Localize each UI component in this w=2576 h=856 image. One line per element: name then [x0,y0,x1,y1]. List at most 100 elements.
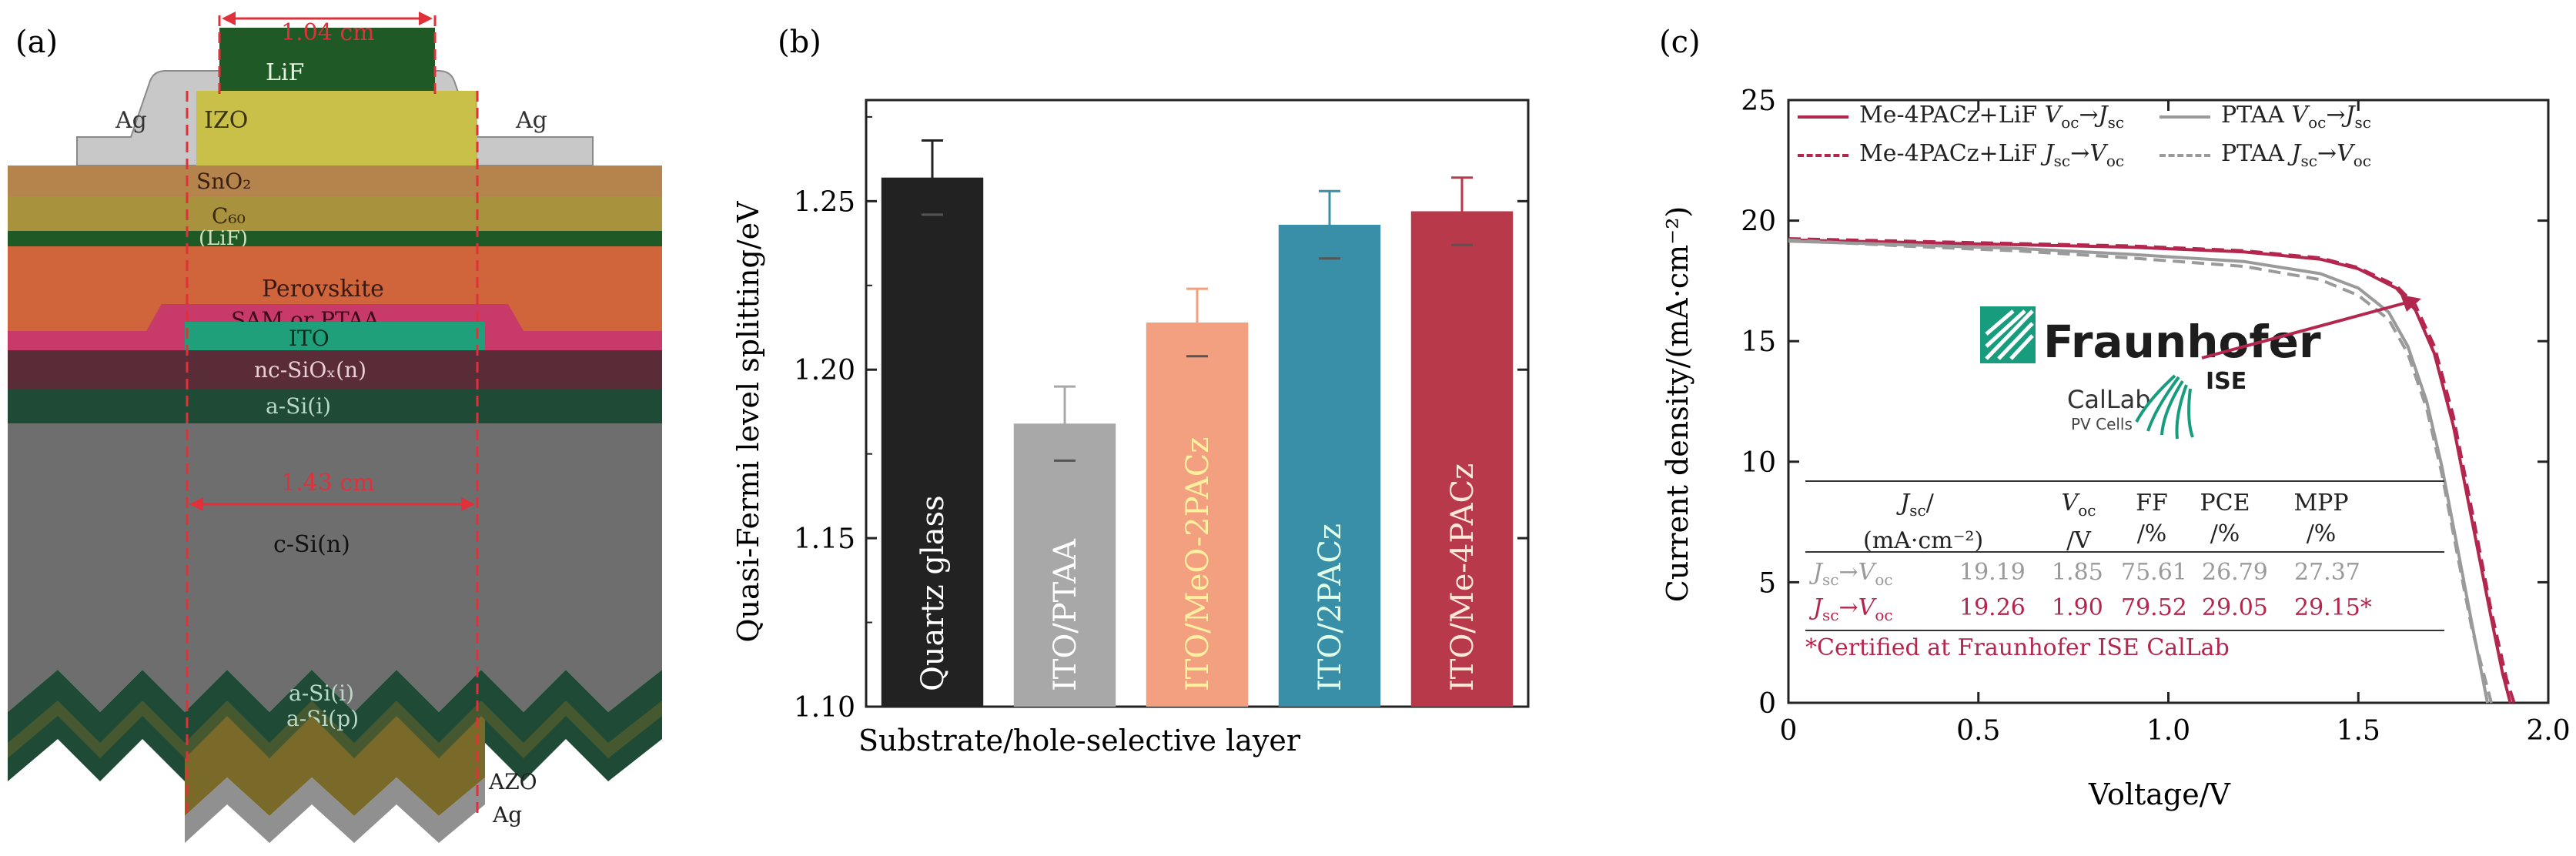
panel-b-ytick-label: 1.15 [794,523,855,555]
bar-category-label: ITO/PTAA [1048,538,1083,691]
table-top-rule [1805,480,2444,482]
asi-p-stripe [8,701,662,758]
legend-label: Me-4PACz+LiF Voc→Jsc [1859,102,2125,132]
table-header-cell: Jsc/(mA·cm⁻²) [1863,490,1984,554]
ise-text: ISE [2206,368,2246,395]
asi-i-top-layer [8,389,662,423]
width-label-lower: 1.43 cm [281,470,375,497]
table-header-cell: PCE/% [2200,490,2250,547]
table-cell: 27.37 [2294,559,2360,586]
panel-a-label: (a) [15,25,58,60]
legend-entry: PTAA Jsc→Voc [2159,140,2371,170]
ncsiox-label: nc-SiOₓ(n) [254,357,366,383]
perovskite-label: Perovskite [262,276,384,303]
panel-c-xlabel: Voltage/V [2088,777,2231,811]
table-header-row: Jsc/(mA·cm⁻²) Voc/V FF/% PCE/% MPP/% [1805,482,2444,554]
bar [881,177,984,707]
table-bottom-rule [1805,630,2444,631]
lif-top-layer [219,28,435,97]
table-cell: 19.26 [1959,594,2026,621]
arrowhead-top-left [222,12,236,25]
panel-c-jv-chart: (c) 0 0.5 1.0 1.5 2.0 0 5 10 15 20 25 Voltage/V Cu… [1659,25,2571,811]
ag-bottom-label: Ag [492,802,522,828]
ise-fan-icon [2135,374,2194,440]
panel-c-xtick-label: 1.0 [2146,715,2190,747]
table-header-cell: Voc/V [2061,490,2096,554]
logo-pointer-arrowhead [2400,295,2421,312]
width-label-top: 1.04 cm [281,19,375,46]
panel-b-bar-chart: (b) 1.10 1.15 1.20 1.25 Quartz glass ITO/PTAA… [731,25,1530,757]
panel-b-ylabel: Quasi-Fermi level splitting/eV [731,201,765,643]
table-cell: 1.90 [2052,594,2103,621]
pv-cells-text: PV Cells [2071,415,2133,433]
table-header-cell: FF/% [2136,490,2168,547]
table-cell: 1.85 [2052,559,2103,586]
legend-entry: Me-4PACz+LiF Jsc→Voc [1798,140,2124,170]
legend-entry: Me-4PACz+LiF Voc→Jsc [1798,102,2124,132]
panel-c-xtick-label: 0.5 [1956,715,2000,747]
panel-b-ytick-label: 1.25 [794,186,855,218]
azo-layer [185,716,485,816]
csi-label: c-Si(n) [273,531,350,558]
bar [1013,423,1116,707]
panel-b-plot-area: 1.10 1.15 1.20 1.25 Quartz glass ITO/PTAA ITO/… [794,99,1530,724]
arrowhead-lower-left [189,497,203,511]
panel-b-xlabel: Substrate/hole-selective layer [858,724,1301,757]
panel-c-ytick-label: 25 [1741,85,1776,117]
sno2-layer [8,166,662,196]
ncsiox-layer [8,350,662,389]
panel-b-ytick-label: 1.10 [794,692,855,724]
table-cell: 19.19 [1959,559,2026,586]
arrowhead-top-right [419,12,433,25]
table-mid-rule [1805,551,2444,553]
panel-c-ytick-label: 20 [1741,206,1776,238]
bar [1410,211,1514,707]
bar-category-label: ITO/MeO-2PACz [1180,437,1216,691]
fraunhofer-logo: Fraunhofer CalLab PV Cells ISE [1980,306,2321,440]
panel-c-legend: Me-4PACz+LiF Voc→Jsc Me-4PACz+LiF Jsc→Voc… [1798,102,2537,186]
bar [1146,322,1249,707]
logo-pointer-arrow [2201,300,2410,359]
fraunhofer-brand-text: Fraunhofer [2043,316,2321,368]
table-row-label: Jsc→Voc [1813,594,1893,624]
ag-right-label: Ag [515,107,547,134]
bar-category-label: Quartz glass [915,495,951,691]
asi-i-top-label: a-Si(i) [266,393,331,419]
calab-text: CalLab [2067,385,2151,414]
ag-rear-layer [185,777,485,843]
legend-swatch [1798,153,1848,157]
panel-c-ytick-label: 10 [1741,447,1776,479]
arrowhead-lower-right [461,497,475,511]
table-body: Jsc→Voc 19.19 1.85 75.61 26.79 27.37 Jsc→Voc 19… [1805,553,2444,630]
sno2-label: SnO₂ [196,169,251,194]
panel-c-plot-area: 0 0.5 1.0 1.5 2.0 0 5 10 15 20 25 [1741,85,2570,747]
ag-left-label: Ag [115,107,147,134]
panel-c-ylabel: Current density/(mA·cm⁻²) [1661,206,1694,602]
panel-c-ytick-label: 5 [1758,567,1776,599]
legend-swatch [2159,115,2210,119]
izo-label: IZO [204,107,248,134]
table-cell: 75.61 [2121,559,2187,586]
ito-label: ITO [289,326,330,351]
table-cell: 79.52 [2121,594,2187,621]
lif-top-label: LiF [266,59,304,86]
table-row-label: Jsc→Voc [1813,559,1893,589]
table-cell: 29.15* [2294,594,2372,621]
panel-c-ytick-label: 0 [1758,688,1776,720]
panel-a-device-schematic: (a) LiF IZO Ag Ag SnO₂ C₆₀ (LiF) Perovsk… [8,12,662,843]
panel-c-xtick-label: 2.0 [2526,715,2570,747]
table-cell: 29.05 [2202,594,2268,621]
azo-label: AZO [488,769,537,794]
bar-category-label: ITO/2PACz [1313,523,1348,691]
csi-wafer [8,423,662,712]
c60-label: C₆₀ [212,203,246,229]
legend-swatch [1798,115,1848,119]
fraunhofer-logo-mark-icon [1980,306,2036,363]
legend-label: Me-4PACz+LiF Jsc→Voc [1859,140,2125,170]
legend-entry: PTAA Voc→Jsc [2159,102,2371,132]
legend-swatch [2159,153,2210,157]
lif-thin-layer [8,231,662,246]
panel-c-label: (c) [1659,25,1701,60]
ito-layer [185,322,485,351]
